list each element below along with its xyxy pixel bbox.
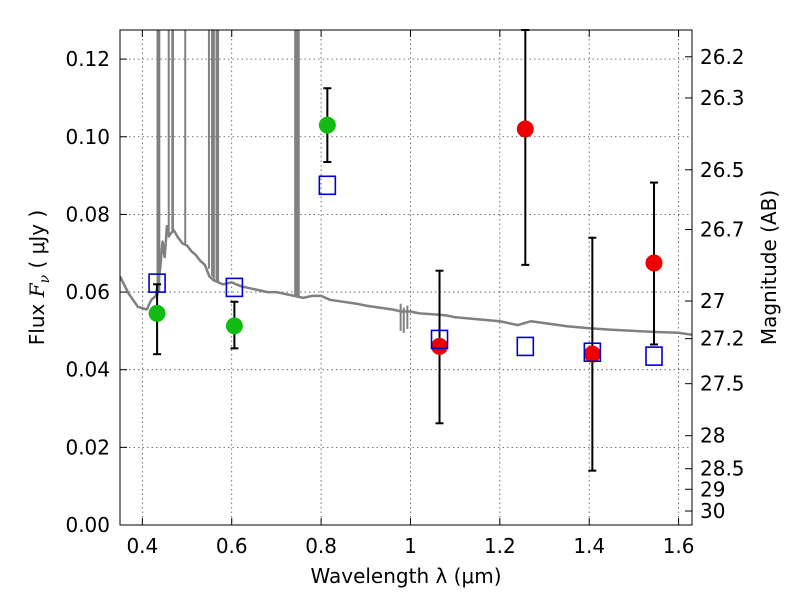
x-axis-title: Wavelength λ (μm): [310, 564, 501, 588]
red-circle-marker: [645, 254, 663, 272]
x-tick-label: 1.6: [663, 534, 695, 558]
y-axis-title-var: F: [25, 282, 49, 298]
x-tick-label: 0.4: [126, 534, 158, 558]
y-tick-label: 0.08: [65, 202, 110, 226]
blue-square-marker: [148, 273, 166, 293]
plot-frame: [119, 29, 693, 526]
y2-tick-label: 28: [700, 424, 725, 448]
y-tick-label: 0.00: [65, 513, 110, 537]
y-axis-title-post: ( μJy ): [25, 210, 49, 275]
green-circle-marker: [318, 116, 336, 134]
x-tick-label: 1: [404, 534, 417, 558]
y-tick-label: 0.06: [65, 280, 110, 304]
red-circle-marker: [431, 337, 449, 355]
blue-square-marker: [645, 346, 663, 366]
red-circle-marker: [583, 345, 601, 363]
data-markers: [148, 116, 663, 366]
model-spectrum-line: [120, 224, 692, 337]
green-circle-marker: [148, 304, 166, 322]
y2-tick-label: 29: [700, 477, 725, 501]
y-tick-label: 0.04: [65, 358, 110, 382]
y2-tick-label: 27: [700, 289, 725, 313]
y2-tick-label: 26.2: [700, 45, 745, 69]
red-circle-marker: [516, 120, 534, 138]
blue-square-marker: [318, 175, 337, 196]
y-tick-label: 0.12: [65, 47, 110, 71]
y-axis-title-sub: ν: [37, 274, 53, 283]
y2-tick-label: 30: [700, 499, 725, 523]
x-tick-label: 0.6: [216, 534, 248, 558]
y2-tick-label: 27.2: [700, 327, 745, 351]
y-axis-title-pre: Flux: [25, 297, 49, 345]
blue-square-marker: [583, 342, 602, 363]
y-tick-label: 0.10: [65, 125, 110, 149]
grid: [120, 30, 692, 526]
y2-tick-label: 27.5: [700, 372, 745, 396]
y2-tick-label: 26.3: [700, 86, 745, 110]
blue-square-marker: [516, 336, 535, 357]
y2-tick-label: 28.5: [700, 457, 745, 481]
blue-square-marker: [225, 277, 244, 298]
y2-tick-label: 26.7: [700, 218, 745, 242]
y-tick-label: 0.02: [65, 435, 110, 459]
green-circle-marker: [225, 317, 243, 335]
axis-labels: Wavelength λ (μm) Flux Fν ( μJy ) Magnit…: [25, 190, 781, 588]
axis-ticks: 0.4 0.6 0.8 1 1.2 1.4 1.6 0.00 0.02 0.04 0.06 0.08 0…: [65, 30, 745, 558]
model-spectrum: [120, 30, 692, 337]
y2-tick-label: 26.5: [700, 158, 745, 182]
x-tick-label: 1.4: [573, 534, 605, 558]
x-tick-label: 0.8: [305, 534, 337, 558]
y-axis-title: Flux Fν ( μJy ): [25, 210, 53, 345]
y2-axis-title: Magnitude (AB): [757, 190, 781, 345]
x-tick-label: 1.2: [484, 534, 516, 558]
error-bars: [153, 29, 659, 472]
blue-square-marker: [430, 329, 449, 350]
